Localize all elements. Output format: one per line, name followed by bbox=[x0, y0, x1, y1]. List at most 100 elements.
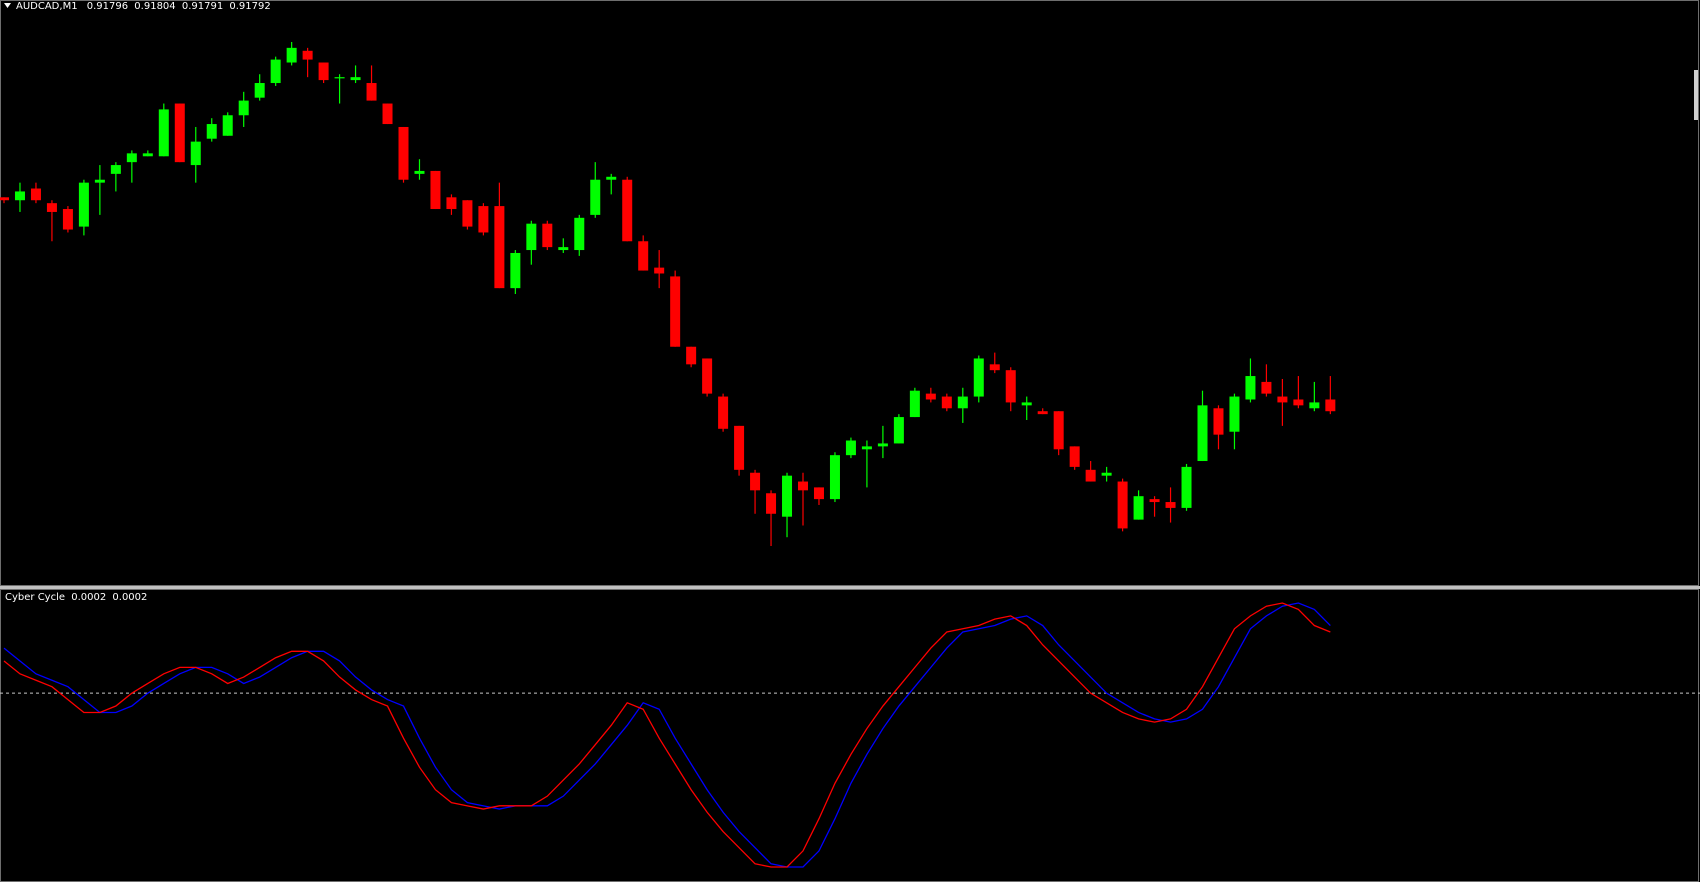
candle-body bbox=[590, 179, 601, 215]
candle-body bbox=[957, 396, 968, 409]
candle-body bbox=[813, 487, 824, 500]
candle-body bbox=[782, 475, 793, 517]
candle-body bbox=[30, 188, 41, 201]
candle-body bbox=[1229, 396, 1240, 432]
candle-body bbox=[654, 267, 665, 274]
candle-body bbox=[1325, 399, 1336, 412]
candle-body bbox=[14, 191, 25, 201]
candle-body bbox=[494, 206, 505, 289]
last-close: 0.91792 bbox=[229, 1, 270, 12]
candle-body bbox=[254, 83, 265, 98]
candle-body bbox=[174, 103, 185, 163]
candle-body bbox=[909, 390, 920, 418]
candle-body bbox=[925, 393, 936, 400]
plot-area bbox=[0, 42, 1700, 868]
candle-body bbox=[350, 77, 361, 81]
candle-body bbox=[414, 170, 425, 174]
candle-body bbox=[1149, 499, 1160, 503]
candle-body bbox=[1165, 502, 1176, 508]
candle-body bbox=[1021, 402, 1032, 406]
candle-body bbox=[1037, 411, 1048, 415]
last-open: 0.91796 bbox=[87, 1, 128, 12]
candle-body bbox=[1101, 472, 1112, 476]
candle-body bbox=[270, 59, 281, 84]
candle-body bbox=[1053, 411, 1064, 450]
candle-body bbox=[334, 77, 345, 79]
indicator-header: Cyber Cycle 0.0002 0.0002 bbox=[5, 592, 147, 603]
candle-body bbox=[302, 50, 313, 60]
last-low: 0.91791 bbox=[182, 1, 223, 12]
indicator-value: 0.0002 bbox=[71, 592, 106, 603]
candle-body bbox=[110, 165, 121, 174]
candle-body bbox=[1245, 376, 1256, 400]
candle-body bbox=[622, 179, 633, 242]
indicator-line bbox=[3, 602, 1331, 868]
candle-body bbox=[206, 124, 217, 139]
indicator-line bbox=[3, 602, 1331, 868]
candle-body bbox=[798, 481, 808, 491]
last-high: 0.91804 bbox=[134, 1, 175, 12]
candle-body bbox=[0, 197, 9, 201]
candle-body bbox=[558, 247, 569, 251]
candle-body bbox=[398, 126, 409, 180]
candle-body bbox=[526, 223, 537, 251]
candle-body bbox=[1261, 381, 1272, 394]
candle-body bbox=[1181, 466, 1192, 508]
candle-body bbox=[286, 47, 297, 63]
candle-body bbox=[1085, 469, 1096, 482]
candle-body bbox=[190, 141, 201, 166]
candle-body bbox=[989, 364, 1000, 371]
candle-body bbox=[941, 396, 952, 409]
panel-separator[interactable] bbox=[0, 586, 1700, 589]
main-panel-frame bbox=[0, 0, 1699, 586]
candle-body bbox=[62, 209, 73, 230]
candle-body bbox=[718, 396, 729, 429]
candle-body bbox=[973, 358, 984, 397]
candle-body bbox=[318, 62, 329, 81]
candle-body bbox=[606, 176, 617, 180]
candle-body bbox=[574, 217, 585, 251]
candle-body bbox=[734, 425, 745, 470]
candle-body bbox=[686, 346, 697, 365]
candle-body bbox=[893, 417, 904, 444]
candle-body bbox=[542, 223, 553, 248]
candle-body bbox=[1069, 446, 1080, 467]
candle-body bbox=[126, 153, 137, 163]
candle-body bbox=[158, 109, 169, 157]
candle-body bbox=[142, 153, 153, 157]
candle-body bbox=[702, 358, 713, 394]
candle-body bbox=[829, 455, 840, 500]
candle-body bbox=[638, 241, 649, 271]
indicator-name: Cyber Cycle bbox=[5, 592, 65, 603]
candle-body bbox=[366, 83, 377, 101]
symbol: AUDCAD,M1 bbox=[16, 1, 78, 12]
candle-body bbox=[478, 206, 489, 233]
candle-body bbox=[222, 115, 233, 136]
candle-body bbox=[1309, 402, 1320, 409]
candle-body bbox=[1277, 396, 1288, 403]
candle-body bbox=[861, 446, 872, 450]
candle-body bbox=[430, 170, 441, 210]
candle-body bbox=[94, 179, 105, 183]
candle-body bbox=[1213, 408, 1224, 435]
main-header: AUDCAD,M1 0.91796 0.91804 0.91791 0.9179… bbox=[16, 1, 271, 12]
candle-body bbox=[1197, 405, 1208, 462]
candle-body bbox=[766, 493, 777, 514]
candle-body bbox=[462, 200, 473, 227]
candle-body bbox=[1133, 496, 1144, 520]
menu-arrow[interactable] bbox=[4, 3, 11, 8]
candle-body bbox=[877, 443, 888, 447]
candle-body bbox=[1117, 481, 1128, 529]
candle-body bbox=[238, 100, 249, 116]
candle-body bbox=[46, 203, 57, 212]
candle-body bbox=[446, 197, 457, 210]
indicator-value: 0.0002 bbox=[112, 592, 147, 603]
candle-body bbox=[1005, 370, 1016, 403]
candle-body bbox=[510, 252, 521, 289]
candle-body bbox=[78, 182, 89, 227]
candle-body bbox=[1293, 399, 1304, 406]
candle-body bbox=[750, 472, 761, 491]
scroll-marker[interactable] bbox=[1694, 70, 1698, 120]
